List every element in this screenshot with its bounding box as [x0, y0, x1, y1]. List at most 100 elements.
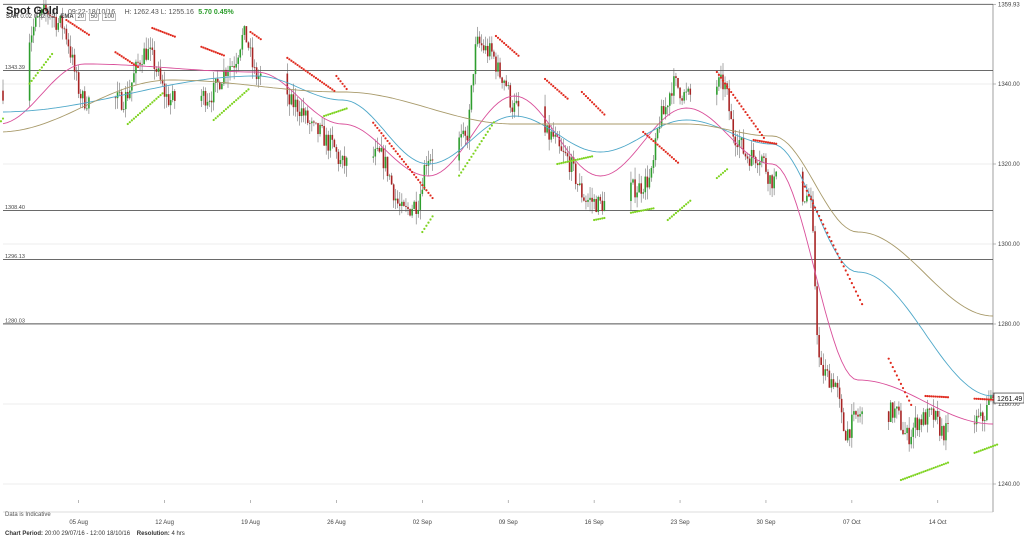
sar-dot-below	[632, 211, 634, 213]
sar-dot-above	[497, 37, 499, 39]
candle-down	[293, 94, 295, 107]
candle-down	[403, 202, 405, 206]
sar-dot-above	[890, 362, 892, 364]
sar-dot-above	[405, 163, 407, 165]
sar-dot-above	[319, 80, 321, 82]
candle-up	[57, 23, 59, 30]
sar-dot-below	[327, 114, 329, 116]
sar-dot-above	[503, 42, 505, 44]
sar-dot-below	[988, 446, 990, 448]
sar-dot-above	[411, 171, 413, 173]
sar-dot-above	[941, 396, 943, 398]
candle-down	[855, 411, 857, 415]
sar-dot-above	[648, 136, 650, 138]
sar-dot-below	[667, 219, 669, 221]
candle-up	[172, 91, 174, 100]
sar-dot-above	[121, 55, 123, 57]
candle-down	[745, 154, 747, 157]
price-level-label: 1296.13	[5, 254, 25, 260]
sar-dot-above	[718, 74, 720, 76]
sar-dot-above	[894, 370, 896, 372]
candle-up	[894, 409, 896, 418]
candle-down	[327, 135, 329, 151]
candle-down	[321, 125, 323, 126]
candle-up	[824, 369, 826, 375]
candle-up	[718, 77, 720, 86]
sar-dot-above	[757, 140, 759, 142]
candle-up	[579, 183, 581, 185]
candle-up	[804, 201, 806, 202]
sar-dot-below	[39, 69, 41, 71]
sar-dot-below	[483, 137, 485, 139]
sar-dot-above	[759, 140, 761, 142]
candle-up	[242, 35, 244, 50]
candle-up	[661, 106, 663, 127]
candle-down	[737, 145, 739, 147]
sar-dot-below	[575, 159, 577, 161]
candle-up	[604, 201, 606, 211]
sar-dot-above	[581, 91, 583, 93]
sar-dot-above	[204, 47, 206, 49]
candle-down	[728, 89, 730, 111]
y-tick-label: 1320.00	[998, 162, 1020, 168]
sar-dot-below	[579, 158, 581, 160]
candle-up	[485, 46, 487, 50]
sar-dot-below	[0, 120, 2, 122]
sar-dot-above	[78, 27, 80, 29]
candle-down	[677, 78, 679, 88]
sar-dot-above	[976, 398, 978, 400]
sar-dot-above	[990, 398, 992, 400]
sar-dot-above	[168, 33, 170, 35]
candle-up	[305, 111, 307, 116]
candle-down	[900, 411, 902, 430]
sar-dot-above	[200, 46, 202, 48]
sar-dot-below	[472, 153, 474, 155]
sar-dot-below	[237, 97, 239, 99]
sar-dot-above	[984, 398, 986, 400]
sar-dot-below	[597, 218, 599, 220]
sar-dot-above	[431, 197, 433, 199]
candle-down	[816, 286, 818, 335]
sar-dot-above	[933, 395, 935, 397]
candle-up	[401, 202, 403, 206]
candle-up	[630, 183, 632, 201]
sar-dot-below	[908, 476, 910, 478]
sar-dot-above	[928, 395, 930, 397]
sar-dot-above	[759, 131, 761, 133]
sar-dot-above	[855, 290, 857, 292]
sar-dot-above	[172, 35, 174, 37]
candle-down	[917, 418, 919, 430]
ema-param: 20	[75, 13, 86, 21]
candle-down	[565, 152, 567, 153]
sar-dot-below	[677, 210, 679, 212]
candle-up	[129, 91, 131, 99]
sar-dot-above	[219, 53, 221, 55]
sar-dot-above	[845, 269, 847, 271]
sar-dot-below	[943, 463, 945, 465]
candle-down	[205, 91, 207, 106]
candle-down	[219, 82, 221, 89]
ema-label: EMA	[60, 14, 73, 20]
sar-dot-above	[249, 31, 251, 33]
candle-down	[297, 100, 299, 112]
candle-down	[771, 175, 773, 188]
price-change: 5.70 0.45%	[198, 9, 233, 16]
sar-dot-above	[343, 85, 345, 87]
sar-dot-below	[458, 175, 460, 177]
sar-dot-below	[564, 161, 566, 163]
candle-down	[974, 423, 976, 424]
candle-down	[647, 177, 649, 188]
candle-up	[377, 148, 379, 149]
candle-up	[170, 100, 172, 105]
sar-dot-above	[652, 140, 654, 142]
candle-down	[315, 123, 317, 124]
candle-down	[76, 72, 78, 73]
candle-down	[552, 132, 554, 137]
sar-dot-above	[82, 30, 84, 32]
sar-dot-above	[419, 181, 421, 183]
sar-dot-above	[116, 52, 118, 54]
sar-dot-above	[384, 137, 386, 139]
candle-down	[634, 179, 636, 197]
candle-up	[158, 68, 160, 72]
candle-down	[765, 158, 767, 172]
